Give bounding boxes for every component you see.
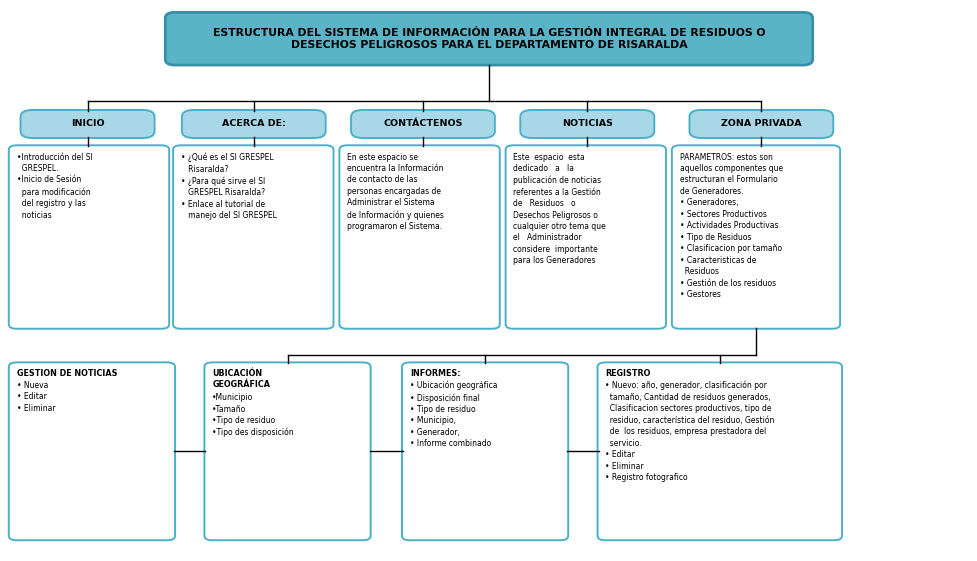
- Text: •Municipio
•Tamaño
•Tipo de residuo
•Tipo des disposición: •Municipio •Tamaño •Tipo de residuo •Tip…: [212, 393, 293, 437]
- FancyBboxPatch shape: [9, 362, 175, 540]
- FancyBboxPatch shape: [339, 145, 499, 329]
- Text: REGISTRO: REGISTRO: [605, 369, 650, 378]
- Text: INFORMES:: INFORMES:: [409, 369, 460, 378]
- FancyBboxPatch shape: [505, 145, 665, 329]
- Text: CONTÁCTENOS: CONTÁCTENOS: [383, 119, 462, 128]
- Text: INICIO: INICIO: [70, 119, 105, 128]
- FancyBboxPatch shape: [204, 362, 370, 540]
- Text: NOTICIAS: NOTICIAS: [561, 119, 613, 128]
- FancyBboxPatch shape: [402, 362, 568, 540]
- Text: • ¿Qué es el SI GRESPEL
   Risaralda?
• ¿Para qué sirve el SI
   GRESPEL Risaral: • ¿Qué es el SI GRESPEL Risaralda? • ¿Pa…: [181, 153, 276, 220]
- Text: ZONA PRIVADA: ZONA PRIVADA: [720, 119, 801, 128]
- Text: PARAMETROS: estos son
aquellos componentes que
estructuran el Formulario
de Gene: PARAMETROS: estos son aquellos component…: [679, 153, 782, 299]
- Text: • Nuevo: año, generador, clasificación por
  tamaño, Cantidad de residuos genera: • Nuevo: año, generador, clasificación p…: [605, 381, 774, 482]
- FancyBboxPatch shape: [597, 362, 841, 540]
- Text: •Introducción del SI
  GRESPEL.
•Inicio de Sesión
  para modificación
  del regi: •Introducción del SI GRESPEL. •Inicio de…: [17, 153, 92, 219]
- Text: Este  espacio  esta
dedicado   a   la
publicación de noticias
referentes a la Ge: Este espacio esta dedicado a la publicac…: [513, 153, 606, 265]
- FancyBboxPatch shape: [165, 12, 812, 65]
- Text: ESTRUCTURA DEL SISTEMA DE INFORMACIÓN PARA LA GESTIÓN INTEGRAL DE RESIDUOS O
DES: ESTRUCTURA DEL SISTEMA DE INFORMACIÓN PA…: [213, 28, 764, 49]
- FancyBboxPatch shape: [520, 110, 654, 138]
- Text: ACERCA DE:: ACERCA DE:: [222, 119, 285, 128]
- Text: En este espacio se
encuentra la Información
de contacto de las
personas encargad: En este espacio se encuentra la Informac…: [347, 153, 444, 231]
- FancyBboxPatch shape: [173, 145, 333, 329]
- Text: • Ubicación geográfica
• Disposición final
• Tipo de residuo
• Municipio,
• Gene: • Ubicación geográfica • Disposición fin…: [409, 381, 496, 448]
- FancyBboxPatch shape: [671, 145, 839, 329]
- Text: GESTION DE NOTICIAS: GESTION DE NOTICIAS: [17, 369, 117, 378]
- FancyBboxPatch shape: [689, 110, 832, 138]
- FancyBboxPatch shape: [351, 110, 494, 138]
- Text: • Nueva
• Editar
• Eliminar: • Nueva • Editar • Eliminar: [17, 381, 55, 413]
- FancyBboxPatch shape: [9, 145, 169, 329]
- FancyBboxPatch shape: [21, 110, 154, 138]
- Text: UBICACIÓN
GEOGRÁFICA: UBICACIÓN GEOGRÁFICA: [212, 369, 270, 389]
- FancyBboxPatch shape: [182, 110, 325, 138]
